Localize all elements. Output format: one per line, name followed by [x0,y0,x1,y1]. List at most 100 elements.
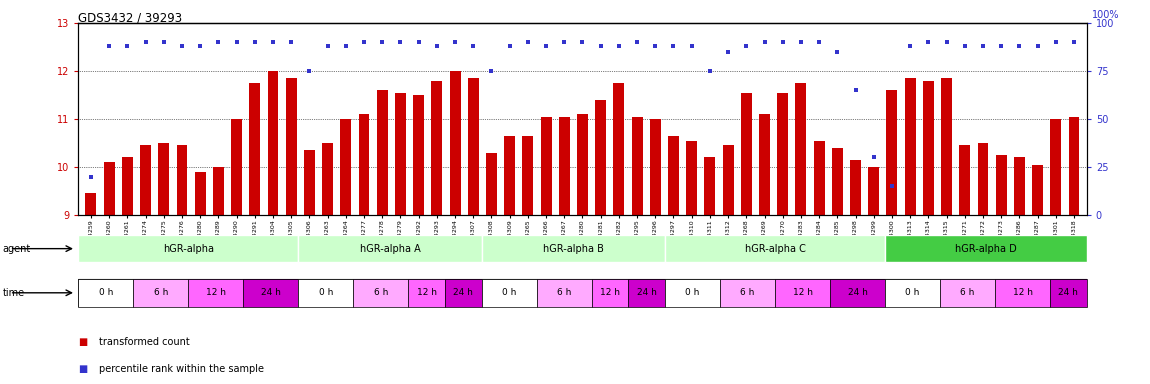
Point [519,39,537,45]
Point [937,39,956,45]
Bar [298,235,482,263]
Point [446,39,465,45]
Bar [650,119,661,215]
Bar [445,279,482,306]
Bar [996,155,1006,215]
Bar [540,117,552,215]
Bar [122,157,132,215]
Point [828,49,846,55]
Bar [408,279,445,306]
Point [900,43,919,49]
Bar [705,157,715,215]
Bar [1014,157,1025,215]
Bar [814,141,825,215]
Bar [482,235,665,263]
Bar [231,119,241,215]
Point [974,43,992,49]
Point [992,43,1011,49]
Point [391,39,409,45]
Point [228,39,246,45]
Point [919,39,937,45]
Point [810,39,828,45]
Bar [668,136,678,215]
Text: ■: ■ [78,337,87,347]
Bar [85,194,97,215]
Text: 12 h: 12 h [416,288,437,297]
Point [137,39,155,45]
Point [665,43,683,49]
Text: GDS3432 / 39293: GDS3432 / 39293 [78,12,183,25]
Bar [482,279,537,306]
Bar [450,71,460,215]
Bar [176,146,187,215]
Bar [78,279,133,306]
Point [1028,43,1046,49]
Point [465,43,483,49]
Text: time: time [2,288,24,298]
Bar [887,90,897,215]
Text: hGR-alpha C: hGR-alpha C [744,243,805,254]
Point [337,43,355,49]
Text: 0 h: 0 h [99,288,113,297]
Point [373,39,391,45]
Bar [665,279,720,306]
Text: 12 h: 12 h [206,288,225,297]
Bar [722,146,734,215]
Text: 6 h: 6 h [741,288,754,297]
Point [191,43,209,49]
Text: 12 h: 12 h [600,288,620,297]
Bar [304,150,315,215]
Text: ■: ■ [78,364,87,374]
Bar [159,143,169,215]
Bar [720,279,775,306]
Bar [78,235,298,263]
Text: hGR-alpha B: hGR-alpha B [543,243,604,254]
Point [646,43,665,49]
Bar [504,136,515,215]
Bar [886,235,1087,263]
Point [956,43,974,49]
Bar [359,114,369,215]
Text: hGR-alpha: hGR-alpha [162,243,214,254]
Point [883,183,902,189]
Point [719,49,737,55]
Point [300,68,319,74]
Bar [213,167,224,215]
Point [574,39,592,45]
Text: hGR-alpha D: hGR-alpha D [954,243,1017,254]
Point [1010,43,1028,49]
Bar [923,81,934,215]
Point [118,43,137,49]
Bar [322,143,334,215]
Bar [959,146,971,215]
Point [791,39,810,45]
Point [100,43,118,49]
Bar [559,117,569,215]
Bar [285,78,297,215]
Bar [353,279,408,306]
Bar [741,93,752,215]
Bar [796,83,806,215]
Bar [1050,279,1087,306]
Text: 0 h: 0 h [685,288,699,297]
Text: 12 h: 12 h [1012,288,1033,297]
Point [209,39,228,45]
Bar [340,119,351,215]
Bar [628,279,665,306]
Bar [886,279,940,306]
Bar [631,117,643,215]
Bar [250,83,260,215]
Point [537,43,555,49]
Bar [486,152,497,215]
Text: 6 h: 6 h [960,288,975,297]
Text: 24 h: 24 h [637,288,657,297]
Text: hGR-alpha A: hGR-alpha A [360,243,420,254]
Text: 24 h: 24 h [453,288,473,297]
Point [500,43,519,49]
Point [482,68,500,74]
Bar [431,81,443,215]
Text: percentile rank within the sample: percentile rank within the sample [99,364,263,374]
Bar [194,172,206,215]
Bar [189,279,244,306]
Bar [687,141,697,215]
